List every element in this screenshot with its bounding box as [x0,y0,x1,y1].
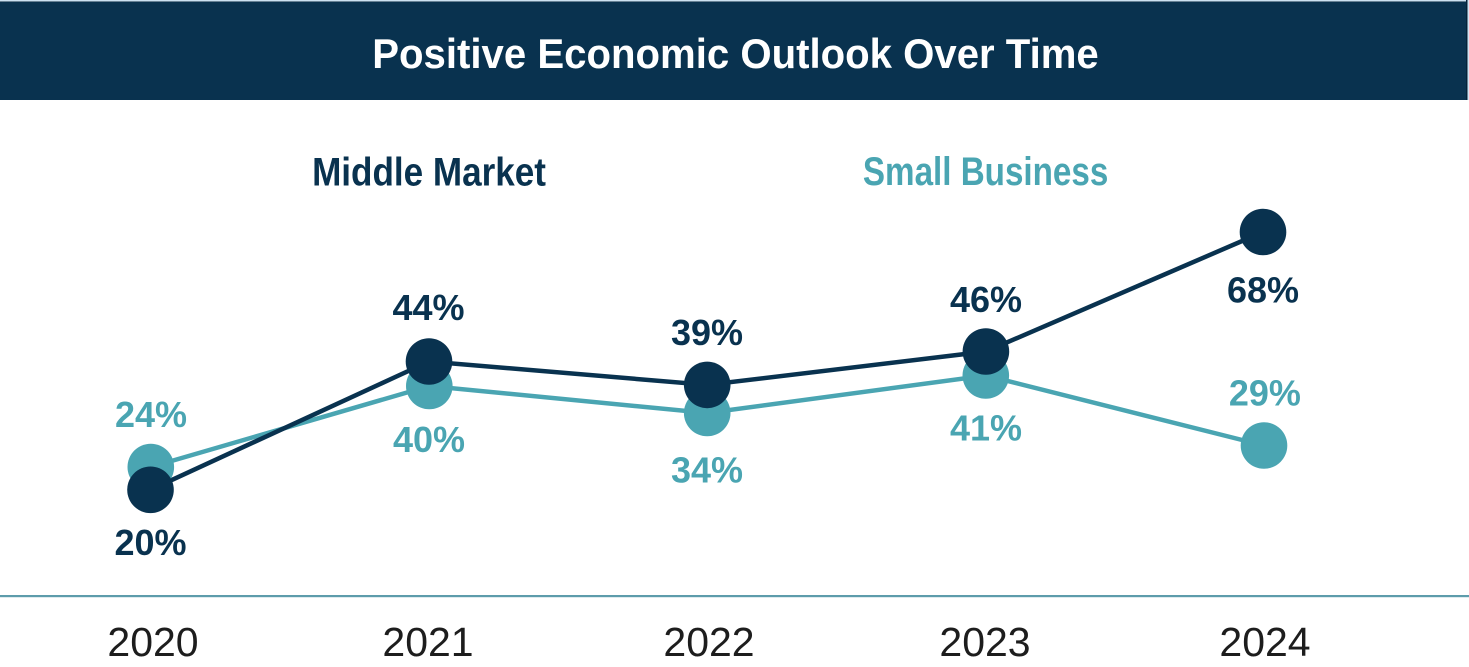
svg-text:39%: 39% [671,312,743,353]
svg-text:20%: 20% [114,522,186,563]
svg-text:Small Business: Small Business [863,149,1108,194]
svg-text:2024: 2024 [1219,619,1310,665]
svg-text:2022: 2022 [663,619,754,665]
svg-text:2023: 2023 [939,619,1030,665]
svg-text:46%: 46% [950,279,1022,320]
svg-text:41%: 41% [950,408,1022,449]
svg-text:40%: 40% [393,419,465,460]
svg-text:44%: 44% [392,287,464,328]
svg-text:2021: 2021 [382,619,473,665]
svg-text:29%: 29% [1229,372,1301,413]
svg-text:24%: 24% [115,394,187,435]
svg-text:Positive Economic Outlook Over: Positive Economic Outlook Over Time [372,30,1099,77]
svg-text:34%: 34% [671,450,743,491]
svg-text:Middle Market: Middle Market [312,150,546,195]
svg-text:2020: 2020 [107,619,198,665]
svg-text:68%: 68% [1227,269,1299,310]
